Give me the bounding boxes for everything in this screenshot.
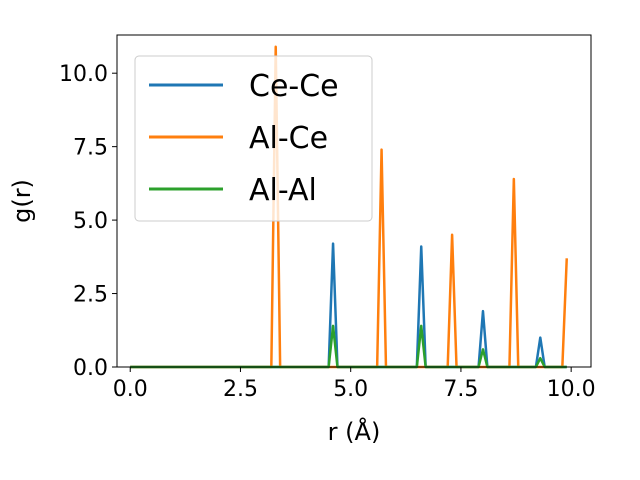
x-tick-label: 2.5: [223, 377, 258, 402]
x-axis-label: r (Å): [328, 417, 381, 446]
y-tick-label: 5.0: [73, 209, 108, 234]
y-tick-label: 7.5: [73, 136, 108, 161]
x-tick-label: 7.5: [443, 377, 478, 402]
legend-label-ce-ce: Ce-Ce: [249, 69, 339, 104]
legend-label-al-ce: Al-Ce: [249, 121, 328, 156]
series-line-ce-ce: [130, 242, 567, 369]
y-tick-label: 2.5: [73, 283, 108, 308]
plot-frame: [116, 34, 592, 368]
x-tick-label: 5.0: [333, 377, 368, 402]
y-tick-label: 10.0: [59, 62, 108, 87]
legend-label-al-al: Al-Al: [249, 173, 317, 208]
x-tick-label: 10.0: [547, 377, 596, 402]
legend: Ce-Ce Al-Ce Al-Al: [134, 55, 373, 222]
x-tick-label: 0.0: [113, 377, 148, 402]
ticks-layer: 0.0 2.5 5.0 7.5 10.0 0.0 2.5 5.0 7.5 10.0: [59, 62, 596, 402]
legend-box: [134, 55, 373, 222]
y-axis-label: g(r): [8, 179, 36, 223]
series-line-al-al: [130, 324, 567, 369]
y-tick-label: 0.0: [73, 356, 108, 381]
